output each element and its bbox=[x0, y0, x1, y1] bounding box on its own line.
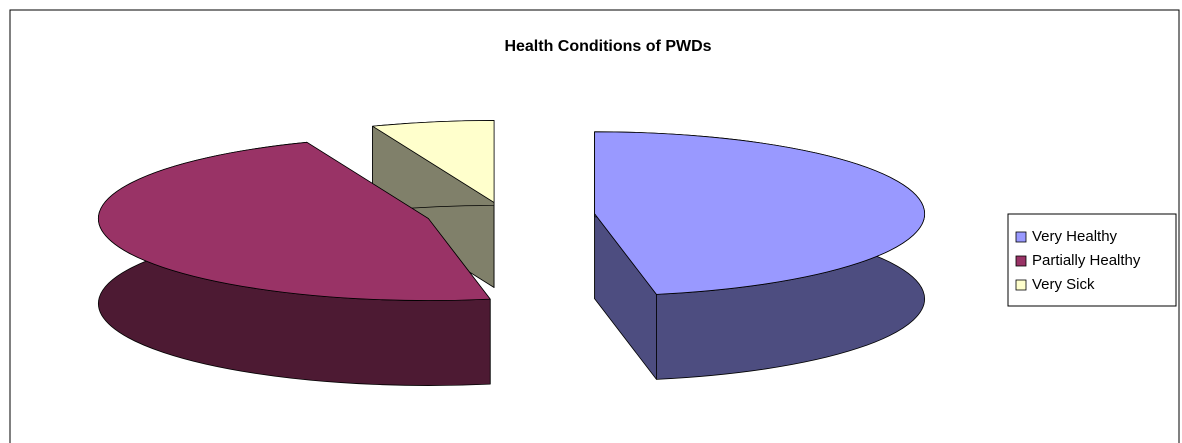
legend-label: Very Sick bbox=[1032, 276, 1095, 293]
pie-slice bbox=[372, 120, 495, 288]
legend-label: Very Healthy bbox=[1032, 228, 1118, 245]
pie bbox=[97, 120, 925, 386]
chart-title: Health Conditions of PWDs bbox=[504, 38, 711, 55]
legend-swatch bbox=[1015, 279, 1027, 291]
legend-label: Partially Healthy bbox=[1032, 252, 1141, 269]
slice-top bbox=[594, 131, 925, 295]
slice-top bbox=[97, 141, 491, 301]
pie-slice bbox=[97, 141, 491, 386]
legend bbox=[1007, 213, 1177, 307]
legend-swatch bbox=[1015, 255, 1027, 267]
slice-top bbox=[372, 120, 495, 203]
pie-slice bbox=[594, 131, 925, 380]
legend-swatch bbox=[1015, 231, 1027, 243]
